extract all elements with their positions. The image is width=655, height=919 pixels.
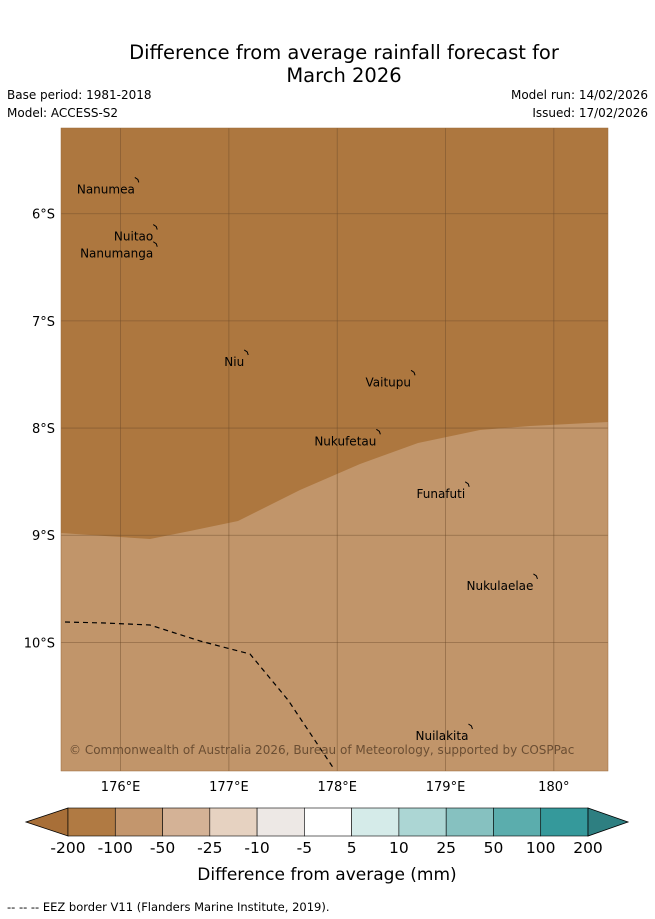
eez-footnote: -- -- -- EEZ border V11 (Flanders Marine… bbox=[7, 900, 330, 914]
island-shape bbox=[468, 723, 473, 730]
island-label: Funafuti bbox=[417, 487, 466, 501]
island-shape bbox=[152, 241, 158, 247]
lat-tick-label: 10°S bbox=[24, 636, 55, 651]
island-label: Nuitao bbox=[114, 230, 153, 244]
island-label: Niu bbox=[224, 355, 244, 369]
rainfall-zone-minus100 bbox=[61, 128, 608, 539]
colorbar-swatch bbox=[209, 807, 258, 837]
colorbar-swatch bbox=[351, 807, 400, 837]
colorbar-swatch bbox=[67, 807, 116, 837]
lon-tick-label: 179°E bbox=[426, 780, 466, 795]
island-label: Nanumea bbox=[77, 182, 135, 196]
colorbar-tick-label: 25 bbox=[436, 839, 456, 857]
colorbar-tick-label: 10 bbox=[389, 839, 409, 857]
lon-tick-label: 177°E bbox=[209, 780, 249, 795]
island-shape bbox=[152, 224, 158, 230]
lon-tick-label: 180° bbox=[538, 780, 569, 795]
colorbar-swatch bbox=[256, 807, 305, 837]
island-shape bbox=[410, 369, 416, 376]
island-label: Nukulaelae bbox=[467, 579, 534, 593]
island-label: Nukufetau bbox=[314, 434, 376, 448]
lon-tick-label: 178°E bbox=[317, 780, 357, 795]
colorbar-swatch bbox=[114, 807, 163, 837]
chart-title: Difference from average rainfall forecas… bbox=[0, 41, 655, 87]
colorbar-swatch bbox=[304, 807, 352, 837]
island-shape bbox=[376, 428, 381, 435]
island-label: Vaitupu bbox=[366, 375, 412, 389]
eez-border-line bbox=[64, 621, 335, 770]
colorbar-swatch bbox=[493, 807, 542, 837]
issued-date: Issued: 17/02/2026 bbox=[532, 106, 648, 120]
colorbar-swatch bbox=[398, 807, 447, 837]
island-label: Nanumanga bbox=[80, 247, 153, 261]
colorbar-extend-high bbox=[587, 807, 630, 837]
island-shape bbox=[243, 349, 249, 356]
lat-tick-label: 7°S bbox=[32, 315, 55, 330]
island-label: Nuilakita bbox=[415, 729, 468, 743]
colorbar-tick-label: -100 bbox=[98, 839, 133, 857]
colorbar-swatch bbox=[445, 807, 494, 837]
colorbar-tick-label: -200 bbox=[50, 839, 85, 857]
model-name: Model: ACCESS-S2 bbox=[7, 106, 119, 120]
map-frame bbox=[60, 127, 609, 772]
colorbar-tick-label: 50 bbox=[484, 839, 504, 857]
colorbar-tick-label: -25 bbox=[197, 839, 222, 857]
base-period: Base period: 1981-2018 bbox=[7, 88, 152, 102]
copyright-notice: © Commonwealth of Australia 2026, Bureau… bbox=[69, 743, 574, 757]
island-shape bbox=[464, 481, 470, 487]
colorbar-tick-label: -50 bbox=[150, 839, 175, 857]
colorbar-swatch bbox=[162, 807, 211, 837]
title-line-1: Difference from average rainfall forecas… bbox=[129, 41, 559, 64]
map-area: Nanumea Nuitao Nanumanga Niu Vaitupu Nukufeta… bbox=[24, 127, 609, 795]
model-run: Model run: 14/02/2026 bbox=[510, 88, 648, 102]
lat-tick-label: 6°S bbox=[32, 208, 55, 223]
colorbar-tick-label: 100 bbox=[526, 839, 556, 857]
island-shape bbox=[134, 177, 140, 183]
lat-tick-label: 9°S bbox=[32, 529, 55, 544]
colorbar-title: Difference from average (mm) bbox=[197, 865, 456, 885]
colorbar-tick-label: 200 bbox=[573, 839, 603, 857]
island-shape bbox=[533, 573, 538, 580]
lat-tick-label: 8°S bbox=[32, 422, 55, 437]
colorbar-swatch bbox=[540, 807, 589, 837]
colorbar-extend-low bbox=[24, 807, 69, 837]
lon-tick-label: 176°E bbox=[101, 780, 141, 795]
colorbar-tick-label: -10 bbox=[244, 839, 269, 857]
colorbar-tick-label: -5 bbox=[297, 839, 312, 857]
colorbar-tick-label: 5 bbox=[347, 839, 357, 857]
title-line-2: March 2026 bbox=[286, 64, 402, 87]
colorbar: -200 -100 -50 -25 -10 -5 5 10 25 50 100 200 Differen… bbox=[24, 807, 630, 885]
